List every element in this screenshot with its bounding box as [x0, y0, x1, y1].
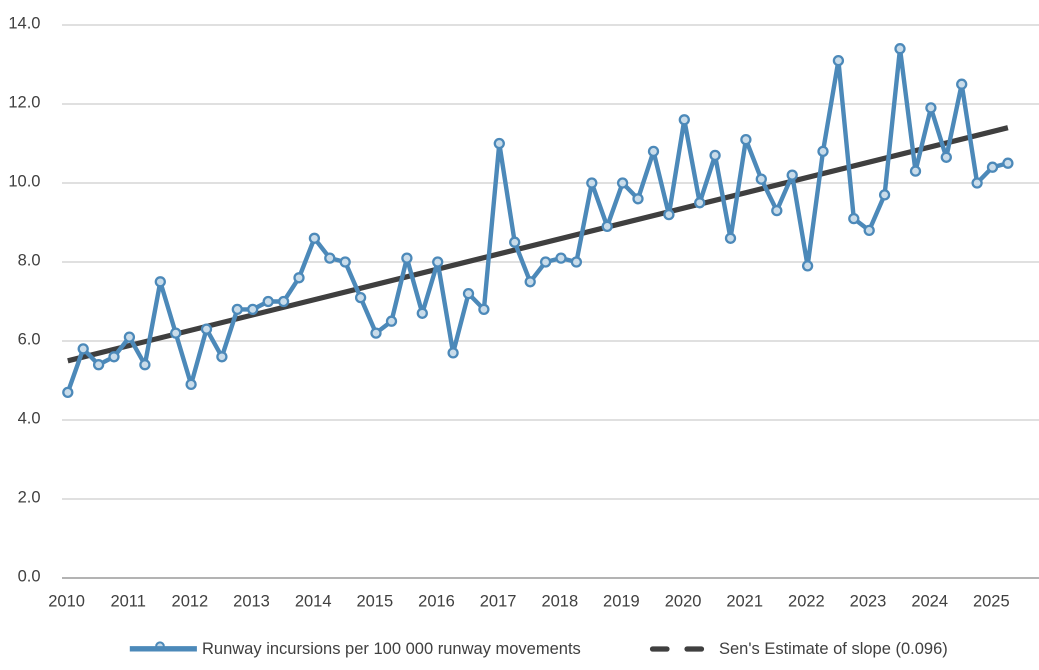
svg-text:2015: 2015: [356, 593, 393, 611]
svg-text:2022: 2022: [788, 593, 825, 611]
svg-text:2019: 2019: [603, 593, 640, 611]
svg-text:0.0: 0.0: [18, 567, 41, 585]
svg-text:4.0: 4.0: [18, 409, 41, 427]
svg-text:2018: 2018: [541, 593, 578, 611]
svg-text:6.0: 6.0: [18, 330, 41, 348]
svg-text:2013: 2013: [233, 593, 270, 611]
svg-text:2.0: 2.0: [18, 488, 41, 506]
svg-text:2017: 2017: [480, 593, 517, 611]
svg-text:2020: 2020: [665, 593, 702, 611]
svg-text:2012: 2012: [172, 593, 209, 611]
svg-text:2025: 2025: [973, 593, 1010, 611]
svg-text:2023: 2023: [850, 593, 887, 611]
svg-text:14.0: 14.0: [8, 14, 40, 32]
svg-text:10.0: 10.0: [8, 172, 40, 190]
svg-text:2016: 2016: [418, 593, 455, 611]
svg-text:2011: 2011: [110, 593, 145, 611]
svg-text:8.0: 8.0: [18, 251, 41, 269]
svg-text:Sen's Estimate of slope (0.096: Sen's Estimate of slope (0.096): [719, 640, 948, 658]
svg-text:2014: 2014: [295, 593, 332, 611]
svg-text:2021: 2021: [726, 593, 763, 611]
svg-text:2024: 2024: [911, 593, 948, 611]
svg-text:2010: 2010: [48, 593, 85, 611]
svg-text:Runway incursions per 100 000: Runway incursions per 100 000 runway mov…: [202, 640, 581, 658]
svg-text:12.0: 12.0: [8, 93, 40, 111]
